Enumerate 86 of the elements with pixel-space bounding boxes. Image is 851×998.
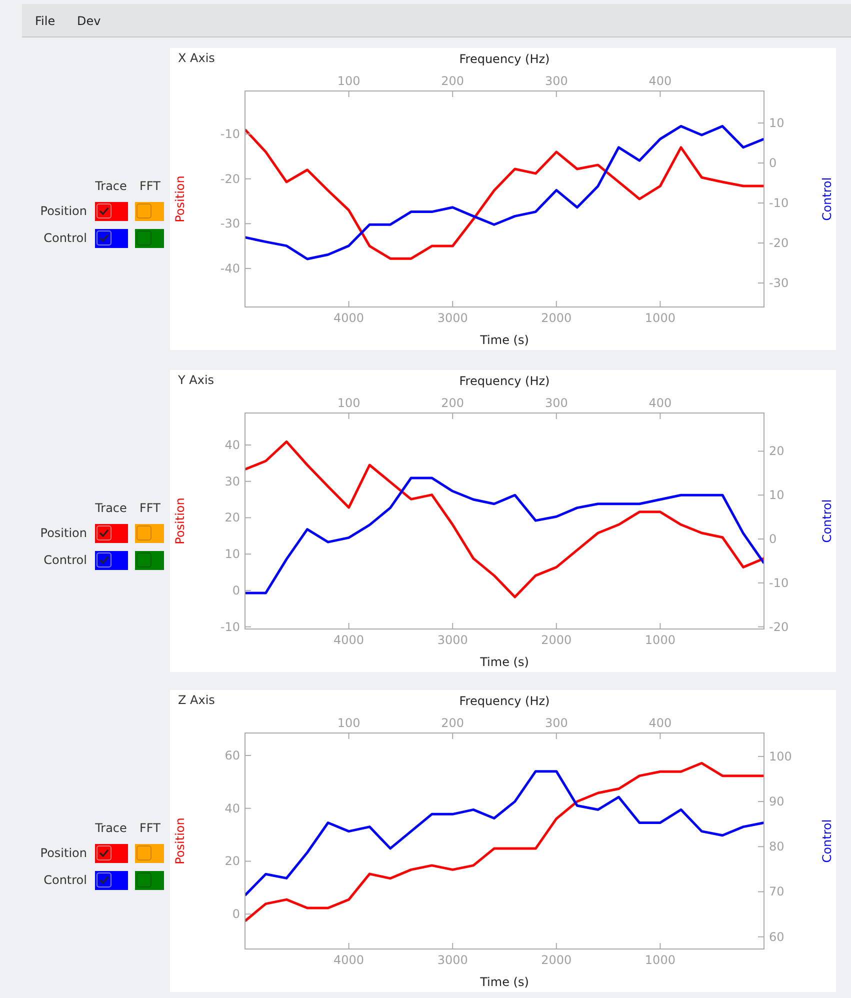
y2-tick-label: 0: [769, 156, 777, 170]
y-tick-label: -30: [220, 216, 240, 231]
y-tick-label: -20: [220, 172, 240, 186]
legend-label: Position: [40, 204, 87, 218]
y2-tick-label: 90: [769, 794, 784, 809]
y2-tick-label: -20: [769, 620, 789, 634]
y2-tick-label: -30: [769, 276, 789, 290]
x-axis-title: Time (s): [479, 333, 529, 347]
x2-tick-label: 100: [337, 716, 360, 730]
y-tick-label: 40: [224, 438, 240, 452]
y2-axis-title: Control: [820, 819, 834, 863]
legend-label: Control: [44, 553, 87, 567]
text: File: [35, 14, 56, 28]
x2-axis-title: Frequency (Hz): [459, 374, 550, 388]
y-tick-label: 0: [232, 583, 240, 598]
y-tick-label: -10: [220, 620, 240, 634]
y-tick-label: -40: [220, 261, 240, 276]
y2-tick-label: -10: [769, 576, 789, 590]
y-axis-title: Position: [173, 176, 187, 222]
chart-title: Y Axis: [177, 373, 214, 387]
y2-tick-label: 70: [769, 884, 784, 899]
x2-tick-label: 400: [648, 396, 672, 410]
y2-axis-title: Control: [820, 177, 834, 221]
x-tick-label: 2000: [541, 633, 572, 647]
line-series: [245, 440, 764, 598]
line-series: [245, 476, 764, 594]
y2-tick-label: 60: [769, 930, 784, 944]
y2-tick-label: -10: [769, 196, 789, 210]
y-axis-title: Position: [173, 818, 187, 864]
y-tick-label: 60: [224, 748, 240, 762]
x-tick-label: 3000: [437, 953, 468, 967]
x2-axis-title: Frequency (Hz): [459, 52, 550, 66]
y2-tick-label: 80: [769, 840, 784, 854]
x-axis-title: Time (s): [479, 655, 529, 669]
y2-tick-label: 10: [769, 116, 784, 130]
y-axis-title: Position: [173, 498, 187, 544]
y2-tick-label: 20: [769, 444, 784, 458]
chart-title: Z Axis: [178, 693, 215, 707]
line-series: [245, 770, 764, 897]
x2-tick-label: 400: [648, 716, 672, 730]
text: Trace: [94, 821, 127, 835]
legend-label: Control: [44, 873, 87, 887]
y2-tick-label: -20: [769, 236, 789, 250]
x-tick-label: 3000: [437, 311, 468, 325]
x-tick-label: 3000: [437, 633, 468, 647]
x2-tick-label: 400: [648, 74, 672, 88]
y2-tick-label: 10: [769, 488, 784, 502]
x2-tick-label: 200: [441, 716, 464, 730]
text: FFT: [140, 821, 162, 835]
x-tick-label: 1000: [644, 633, 676, 647]
x2-tick-label: 300: [544, 396, 568, 410]
legend-label: Control: [44, 231, 87, 245]
y2-tick-label: 100: [769, 749, 792, 764]
text: Trace: [94, 501, 127, 515]
text: FFT: [140, 179, 162, 193]
x2-tick-label: 200: [441, 396, 464, 410]
x2-axis-title: Frequency (Hz): [459, 694, 550, 708]
x2-tick-label: 300: [544, 74, 568, 88]
y-tick-label: 20: [224, 510, 240, 525]
x-axis-title: Time (s): [479, 975, 529, 989]
y2-axis-title: Control: [820, 499, 834, 543]
y-tick-label: 20: [224, 854, 240, 868]
x2-tick-label: 100: [337, 396, 360, 410]
x-tick-label: 4000: [334, 311, 364, 325]
y2-tick-label: 0: [769, 532, 777, 546]
chart-title: X Axis: [178, 51, 215, 65]
x-tick-label: 1000: [644, 953, 676, 967]
x-tick-label: 4000: [334, 953, 364, 967]
text: Trace: [94, 179, 127, 193]
x-tick-label: 1000: [644, 311, 676, 325]
y-tick-label: 30: [224, 474, 240, 488]
y-tick-label: 10: [224, 547, 240, 562]
x-tick-label: 2000: [541, 953, 572, 967]
y-tick-label: 40: [224, 801, 240, 816]
x2-tick-label: 200: [441, 74, 464, 88]
legend-label: Position: [40, 526, 87, 540]
legend-label: Position: [40, 846, 87, 860]
text: FFT: [140, 501, 162, 515]
x-tick-label: 4000: [334, 633, 364, 647]
text: Dev: [77, 14, 101, 28]
x2-tick-label: 300: [544, 716, 568, 730]
x2-tick-label: 100: [337, 74, 360, 88]
line-series: [245, 762, 764, 922]
y-tick-label: 0: [232, 907, 240, 922]
y-tick-label: -10: [220, 127, 240, 142]
x-tick-label: 2000: [541, 311, 572, 325]
